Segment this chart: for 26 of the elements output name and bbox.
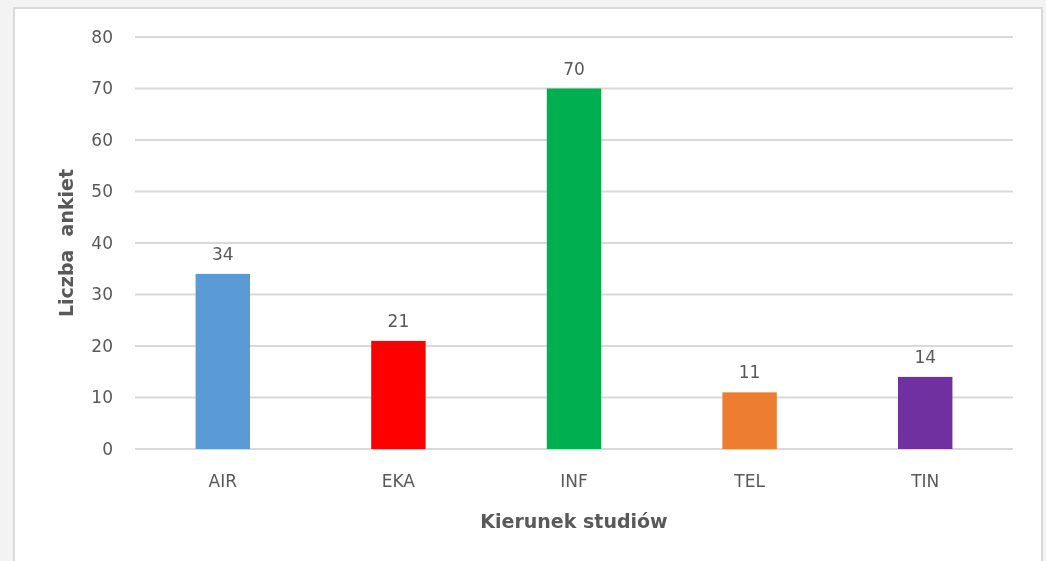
data-label: 11: [738, 362, 761, 383]
data-label: 14: [914, 346, 937, 367]
data-label: 21: [387, 310, 410, 331]
y-tick-label: 30: [91, 284, 113, 305]
x-axis-title: Kierunek studiów: [480, 510, 668, 532]
y-axis-title: Liczba ankiet: [55, 168, 77, 318]
y-tick-label: 70: [91, 78, 113, 99]
data-label: 34: [211, 243, 234, 264]
x-tick-label: INF: [560, 471, 588, 491]
bar: [371, 340, 426, 449]
x-tick-label: EKA: [381, 471, 416, 491]
bar: [195, 273, 251, 449]
x-tick-label: AIR: [208, 471, 238, 491]
x-tick-label: TIN: [910, 471, 940, 491]
y-tick-label: 50: [91, 181, 113, 202]
y-tick-label: 20: [91, 335, 113, 356]
y-tick-label: 0: [102, 438, 113, 459]
bar: [546, 88, 602, 449]
y-tick-label: 40: [91, 232, 113, 253]
y-tick-label: 60: [91, 129, 113, 150]
y-tick-label: 80: [91, 26, 113, 47]
x-tick-label: TEL: [733, 471, 766, 491]
y-tick-label: 10: [91, 387, 113, 408]
data-label: 70: [563, 58, 585, 79]
bar: [722, 392, 777, 449]
bar: [897, 376, 953, 449]
